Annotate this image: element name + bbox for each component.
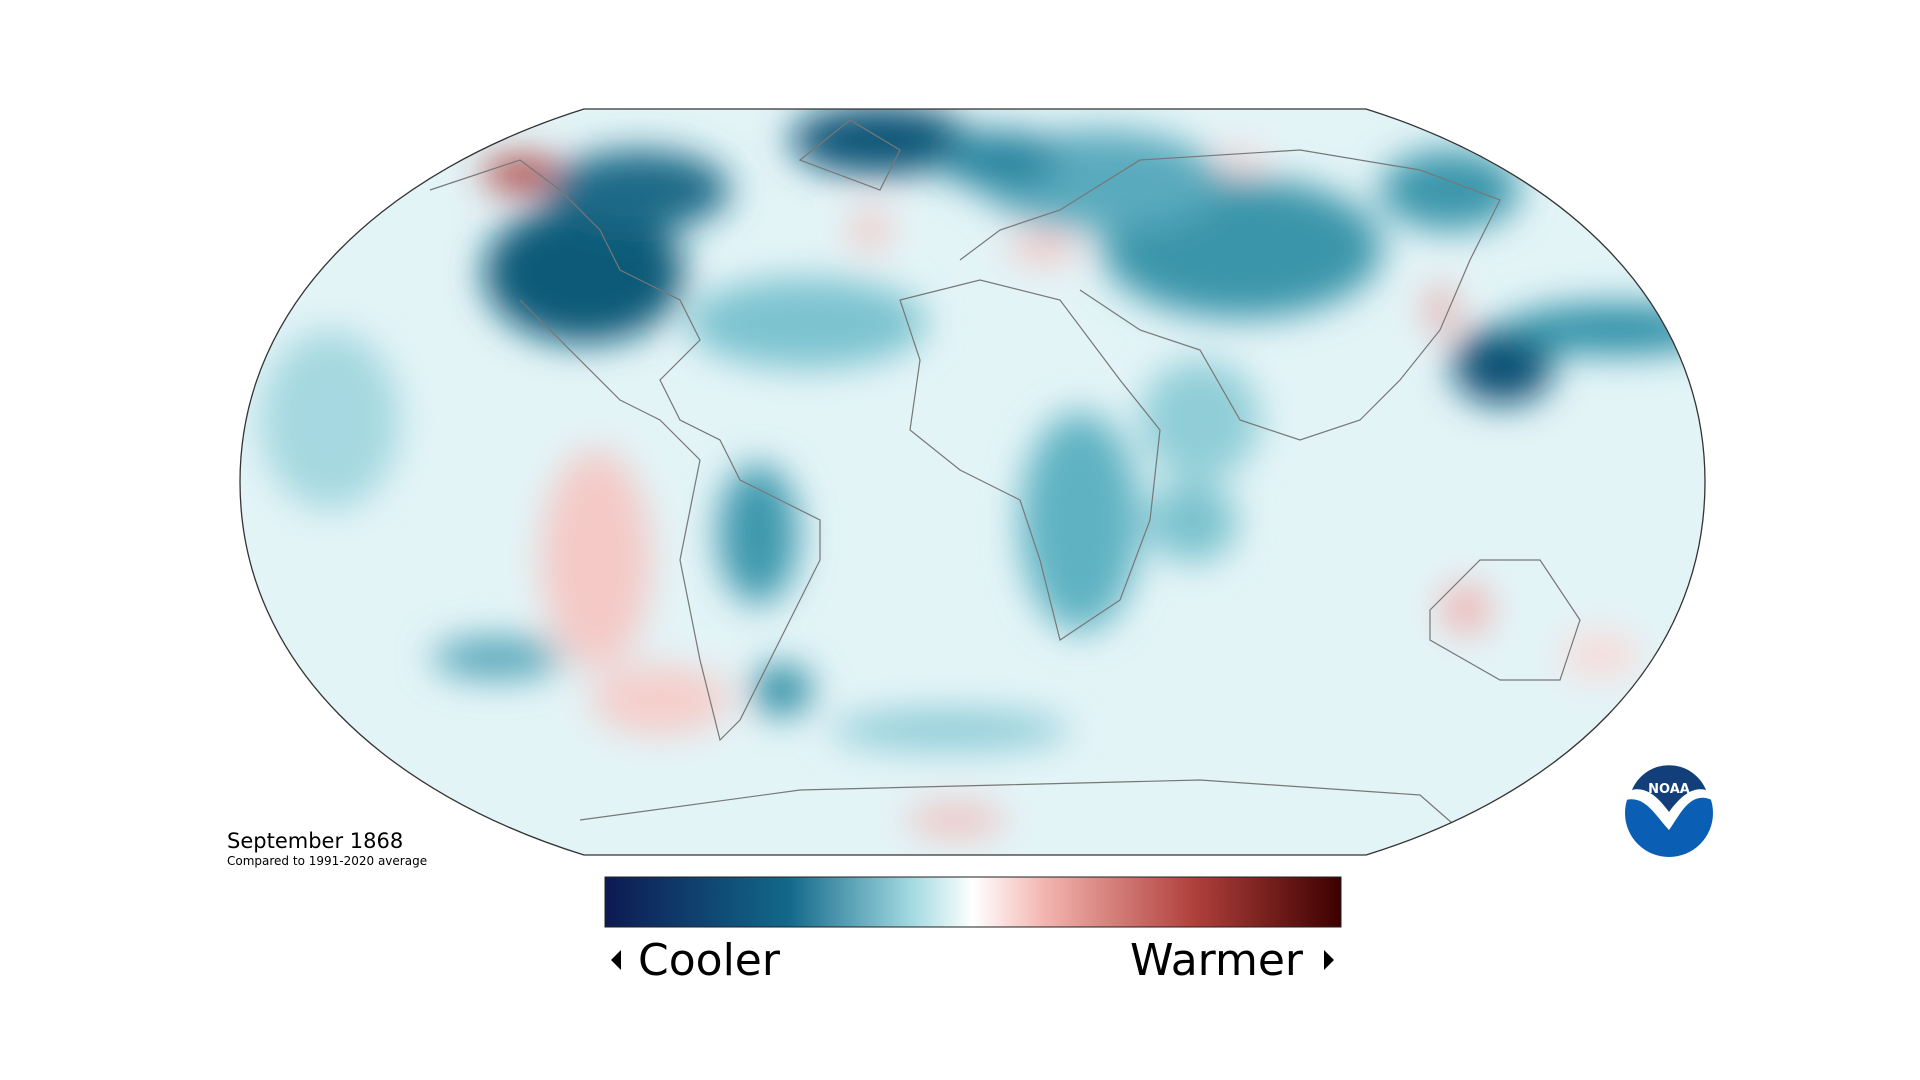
coastlines	[429, 119, 1581, 831]
logo-text: NOAA	[1648, 782, 1690, 797]
legend-high-label: Warmer	[1130, 935, 1304, 986]
cooler-arrow	[611, 950, 621, 970]
map-subtitle: Compared to 1991-2020 average	[227, 854, 427, 868]
map-title: September 1868	[227, 829, 403, 853]
anomaly-map	[240, 109, 1705, 855]
legend-low-label: Cooler	[638, 935, 781, 986]
warmer-arrow	[1324, 950, 1334, 970]
map-outline	[239, 108, 1706, 856]
color-bar	[604, 876, 1342, 928]
logo-top	[1632, 765, 1706, 812]
anomaly-field	[260, 109, 1705, 835]
noaa-logo: NOAA	[1625, 765, 1713, 857]
